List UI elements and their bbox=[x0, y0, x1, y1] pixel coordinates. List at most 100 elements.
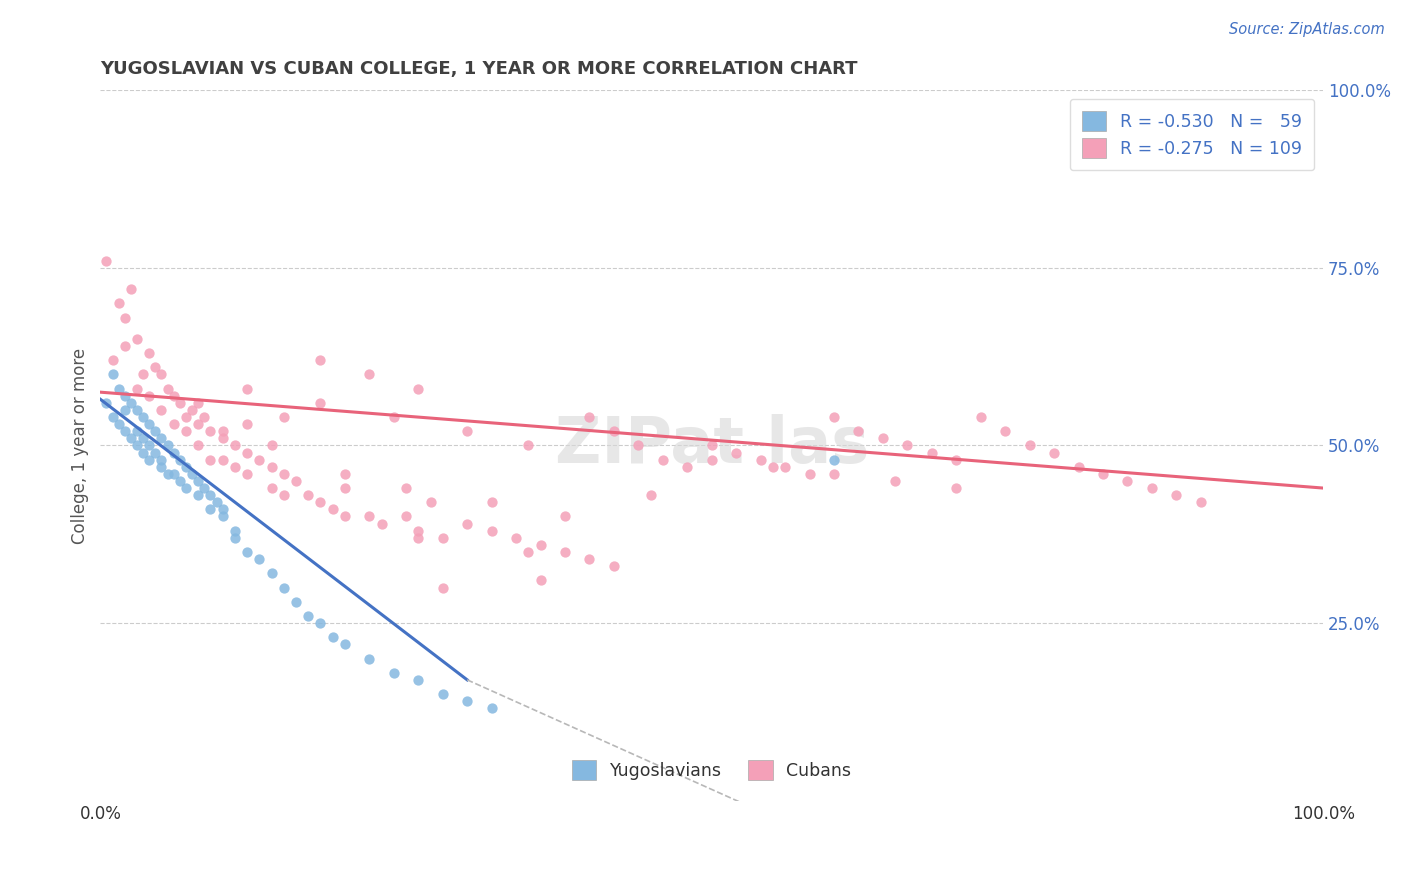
Point bbox=[174, 424, 197, 438]
Point bbox=[260, 481, 283, 495]
Point bbox=[872, 431, 894, 445]
Point bbox=[395, 509, 418, 524]
Point bbox=[120, 396, 142, 410]
Point bbox=[200, 452, 222, 467]
Point bbox=[169, 396, 191, 410]
Point bbox=[297, 609, 319, 624]
Point bbox=[285, 595, 308, 609]
Point bbox=[211, 424, 233, 438]
Point bbox=[799, 467, 821, 481]
Point bbox=[163, 389, 186, 403]
Point bbox=[187, 438, 209, 452]
Point bbox=[120, 282, 142, 296]
Point bbox=[762, 459, 785, 474]
Point bbox=[96, 396, 118, 410]
Point bbox=[145, 360, 167, 375]
Point bbox=[273, 488, 295, 502]
Point bbox=[884, 474, 907, 488]
Point bbox=[211, 431, 233, 445]
Point bbox=[138, 389, 160, 403]
Point bbox=[529, 538, 551, 552]
Point bbox=[1067, 459, 1090, 474]
Point bbox=[156, 438, 179, 452]
Point bbox=[107, 296, 129, 310]
Point bbox=[749, 452, 772, 467]
Point bbox=[107, 382, 129, 396]
Point bbox=[236, 382, 259, 396]
Point bbox=[132, 410, 155, 425]
Point bbox=[529, 574, 551, 588]
Point bbox=[359, 509, 381, 524]
Point bbox=[200, 488, 222, 502]
Point bbox=[309, 353, 332, 368]
Point bbox=[224, 438, 246, 452]
Point bbox=[247, 452, 270, 467]
Point bbox=[554, 509, 576, 524]
Point bbox=[1116, 474, 1139, 488]
Point bbox=[125, 424, 148, 438]
Point bbox=[481, 701, 503, 715]
Text: Source: ZipAtlas.com: Source: ZipAtlas.com bbox=[1229, 22, 1385, 37]
Point bbox=[333, 467, 356, 481]
Point bbox=[169, 474, 191, 488]
Point bbox=[101, 410, 124, 425]
Point bbox=[676, 459, 699, 474]
Point bbox=[725, 445, 748, 459]
Point bbox=[945, 452, 967, 467]
Point bbox=[1166, 488, 1188, 502]
Point bbox=[187, 488, 209, 502]
Point bbox=[260, 459, 283, 474]
Point bbox=[150, 452, 173, 467]
Point bbox=[309, 615, 332, 630]
Point bbox=[200, 424, 222, 438]
Point bbox=[333, 637, 356, 651]
Point bbox=[970, 410, 993, 425]
Point bbox=[169, 452, 191, 467]
Point bbox=[651, 452, 673, 467]
Point bbox=[138, 417, 160, 431]
Point bbox=[432, 531, 454, 545]
Point bbox=[114, 403, 136, 417]
Point bbox=[333, 481, 356, 495]
Point bbox=[120, 431, 142, 445]
Point bbox=[224, 531, 246, 545]
Legend: Yugoslavians, Cubans: Yugoslavians, Cubans bbox=[560, 747, 863, 792]
Point bbox=[505, 531, 527, 545]
Point bbox=[700, 452, 723, 467]
Point bbox=[517, 545, 540, 559]
Point bbox=[945, 481, 967, 495]
Point bbox=[187, 396, 209, 410]
Point bbox=[247, 552, 270, 566]
Point bbox=[236, 417, 259, 431]
Point bbox=[517, 438, 540, 452]
Point bbox=[132, 368, 155, 382]
Point bbox=[150, 368, 173, 382]
Point bbox=[333, 509, 356, 524]
Point bbox=[193, 410, 215, 425]
Point bbox=[156, 382, 179, 396]
Point bbox=[481, 495, 503, 509]
Point bbox=[406, 531, 429, 545]
Y-axis label: College, 1 year or more: College, 1 year or more bbox=[72, 347, 89, 543]
Point bbox=[273, 581, 295, 595]
Point bbox=[603, 424, 626, 438]
Point bbox=[211, 509, 233, 524]
Point bbox=[395, 481, 418, 495]
Point bbox=[181, 467, 204, 481]
Point bbox=[125, 382, 148, 396]
Point bbox=[309, 396, 332, 410]
Point bbox=[96, 253, 118, 268]
Point bbox=[322, 502, 344, 516]
Point bbox=[107, 417, 129, 431]
Point bbox=[125, 332, 148, 346]
Point bbox=[145, 445, 167, 459]
Point bbox=[211, 452, 233, 467]
Point bbox=[456, 424, 478, 438]
Point bbox=[174, 459, 197, 474]
Point bbox=[382, 665, 405, 680]
Point bbox=[406, 524, 429, 538]
Point bbox=[1092, 467, 1115, 481]
Text: ZIPat las: ZIPat las bbox=[554, 415, 869, 476]
Point bbox=[603, 559, 626, 574]
Point bbox=[174, 410, 197, 425]
